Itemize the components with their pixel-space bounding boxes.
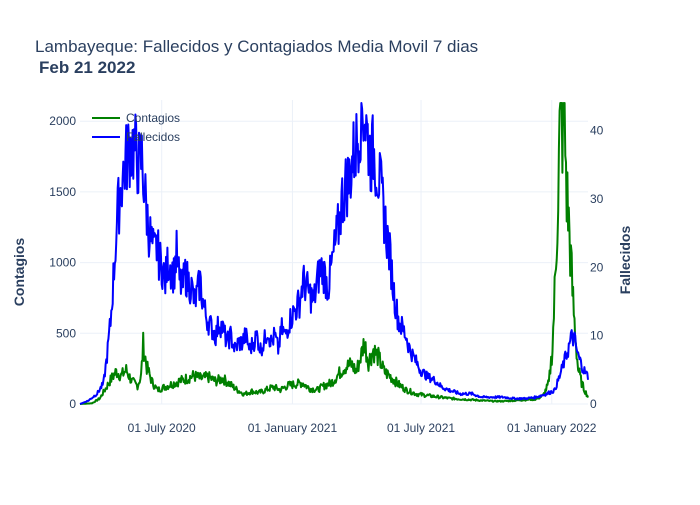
grid [80, 100, 588, 405]
chart-subtitle: Feb 21 2022 [39, 58, 135, 77]
legend-label-contagios: Contagios [126, 111, 180, 125]
series-line-contagios [79, 102, 589, 405]
x-tick-label: 01 July 2020 [128, 421, 196, 435]
y-left-tick-label: 500 [56, 326, 76, 340]
x-tick-label: 01 January 2022 [507, 421, 597, 435]
y-left-tick-label: 0 [69, 397, 76, 411]
y-right-tick-label: 40 [590, 124, 604, 138]
y-right-tick-label: 20 [590, 260, 604, 274]
y-axis-right-label: Fallecidos [617, 226, 633, 295]
y-right-tick-label: 0 [590, 397, 597, 411]
legend-label-fallecidos: Fallecidos [126, 130, 180, 144]
x-tick-label: 01 January 2021 [248, 421, 338, 435]
y-left-tick-label: 2000 [49, 114, 76, 128]
y-left-tick-label: 1500 [49, 185, 76, 199]
x-tick-label: 01 July 2021 [387, 421, 455, 435]
y-right-tick-label: 10 [590, 329, 604, 343]
axes: 01 July 2020 01 January 2021 01 July 2021 0… [49, 114, 603, 435]
y-axis-left-label: Contagios [11, 238, 27, 307]
y-right-tick-label: 30 [590, 192, 604, 206]
legend: Contagios Fallecidos [92, 111, 180, 144]
series-layer [79, 102, 589, 405]
chart-title: Lambayeque: Fallecidos y Contagiados Med… [35, 37, 478, 56]
series-line-fallecidos [79, 102, 589, 405]
y-left-tick-label: 1000 [49, 256, 76, 270]
